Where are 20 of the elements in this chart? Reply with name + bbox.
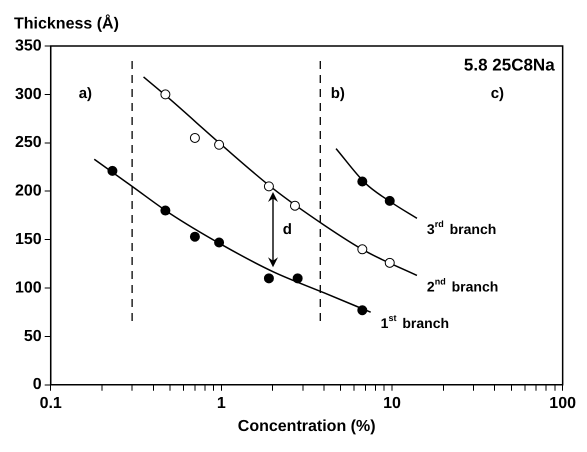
y-tick-label: 200 bbox=[14, 182, 42, 200]
y-tick-label: 150 bbox=[14, 231, 42, 248]
x-tick-label: 0.1 bbox=[40, 394, 62, 412]
y-tick-label: 0 bbox=[32, 376, 42, 394]
x-tick-label: 1 bbox=[216, 394, 226, 412]
annotation: c) bbox=[490, 85, 504, 102]
annotation: b) bbox=[330, 85, 345, 102]
annotation: 5.8 25C8Na bbox=[464, 56, 556, 75]
y-tick-label: 350 bbox=[14, 37, 42, 54]
y-tick-label: 50 bbox=[24, 328, 42, 345]
x-axis-title: Concentration (%) bbox=[238, 418, 376, 436]
annotation: a) bbox=[78, 85, 92, 102]
line-series bbox=[335, 148, 418, 220]
x-tick-label: 100 bbox=[549, 394, 576, 412]
x-tick-label: 10 bbox=[383, 394, 401, 412]
y-tick-label: 250 bbox=[14, 134, 42, 152]
y-tick-label: 100 bbox=[14, 279, 42, 296]
y-axis-title: Thickness (Å) bbox=[14, 13, 119, 32]
annotation: d bbox=[282, 221, 292, 238]
y-tick-label: 300 bbox=[14, 86, 42, 103]
